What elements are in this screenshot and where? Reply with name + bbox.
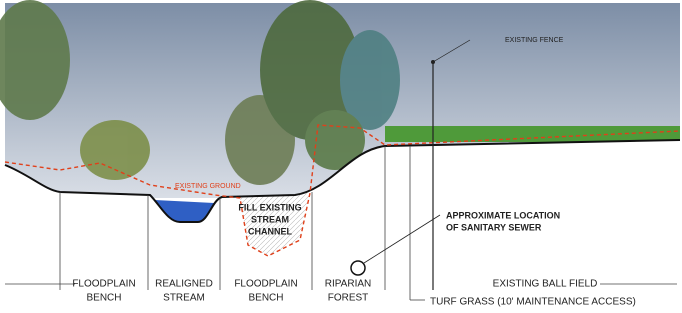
zone-label: RIPARIAN <box>325 279 372 290</box>
sewer-pipe <box>351 261 365 275</box>
label: EXISTING GROUND <box>175 183 241 190</box>
label: CHANNEL <box>248 226 293 236</box>
zone-label: TURF GRASS (10' MAINTENANCE ACCESS) <box>430 297 636 308</box>
zone-label: FLOODPLAIN <box>234 279 297 290</box>
label: STREAM <box>251 214 289 224</box>
zone-label: FLOODPLAIN <box>72 279 135 290</box>
label: APPROXIMATE LOCATION <box>446 210 560 220</box>
zone-label: FOREST <box>328 293 369 304</box>
zone-label: EXISTING BALL FIELD <box>493 279 598 290</box>
section-diagram: EXISTING FENCE EXISTING GROUND FILL EXIS… <box>0 0 682 313</box>
label: EXISTING FENCE <box>505 37 564 44</box>
label: OF SANITARY SEWER <box>446 222 542 232</box>
zone-label: REALIGNED <box>155 279 213 290</box>
zone-label: BENCH <box>86 293 121 304</box>
zone-label: BENCH <box>248 293 283 304</box>
turf <box>385 126 680 142</box>
zone-label: STREAM <box>163 293 205 304</box>
label: FILL EXISTING <box>238 202 301 212</box>
